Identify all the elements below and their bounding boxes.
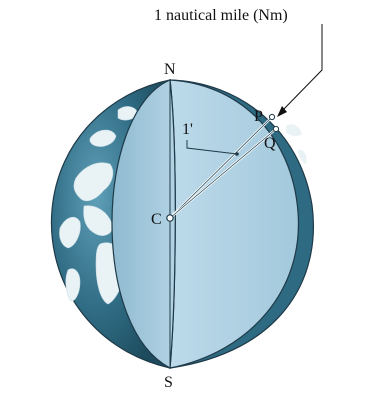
left-cut-face (111, 79, 176, 369)
radius-cq-edge (169, 128, 277, 219)
q-label: Q (264, 135, 276, 152)
angle-marker (235, 152, 239, 156)
right-rim-land (286, 124, 307, 164)
north-label: N (164, 61, 176, 78)
center-label: C (151, 211, 162, 228)
angle-label: 1' (182, 121, 193, 138)
p-label: P (254, 108, 263, 125)
point-q (272, 125, 280, 133)
callout-arrowhead (277, 106, 287, 117)
angle-leader (186, 140, 238, 155)
callout-line (280, 24, 323, 113)
callout-label: 1 nautical mile (Nm) (154, 7, 288, 24)
point-p (268, 113, 276, 121)
point-c (166, 214, 174, 222)
south-label: S (164, 374, 173, 391)
radius-cp-edge (169, 116, 273, 219)
